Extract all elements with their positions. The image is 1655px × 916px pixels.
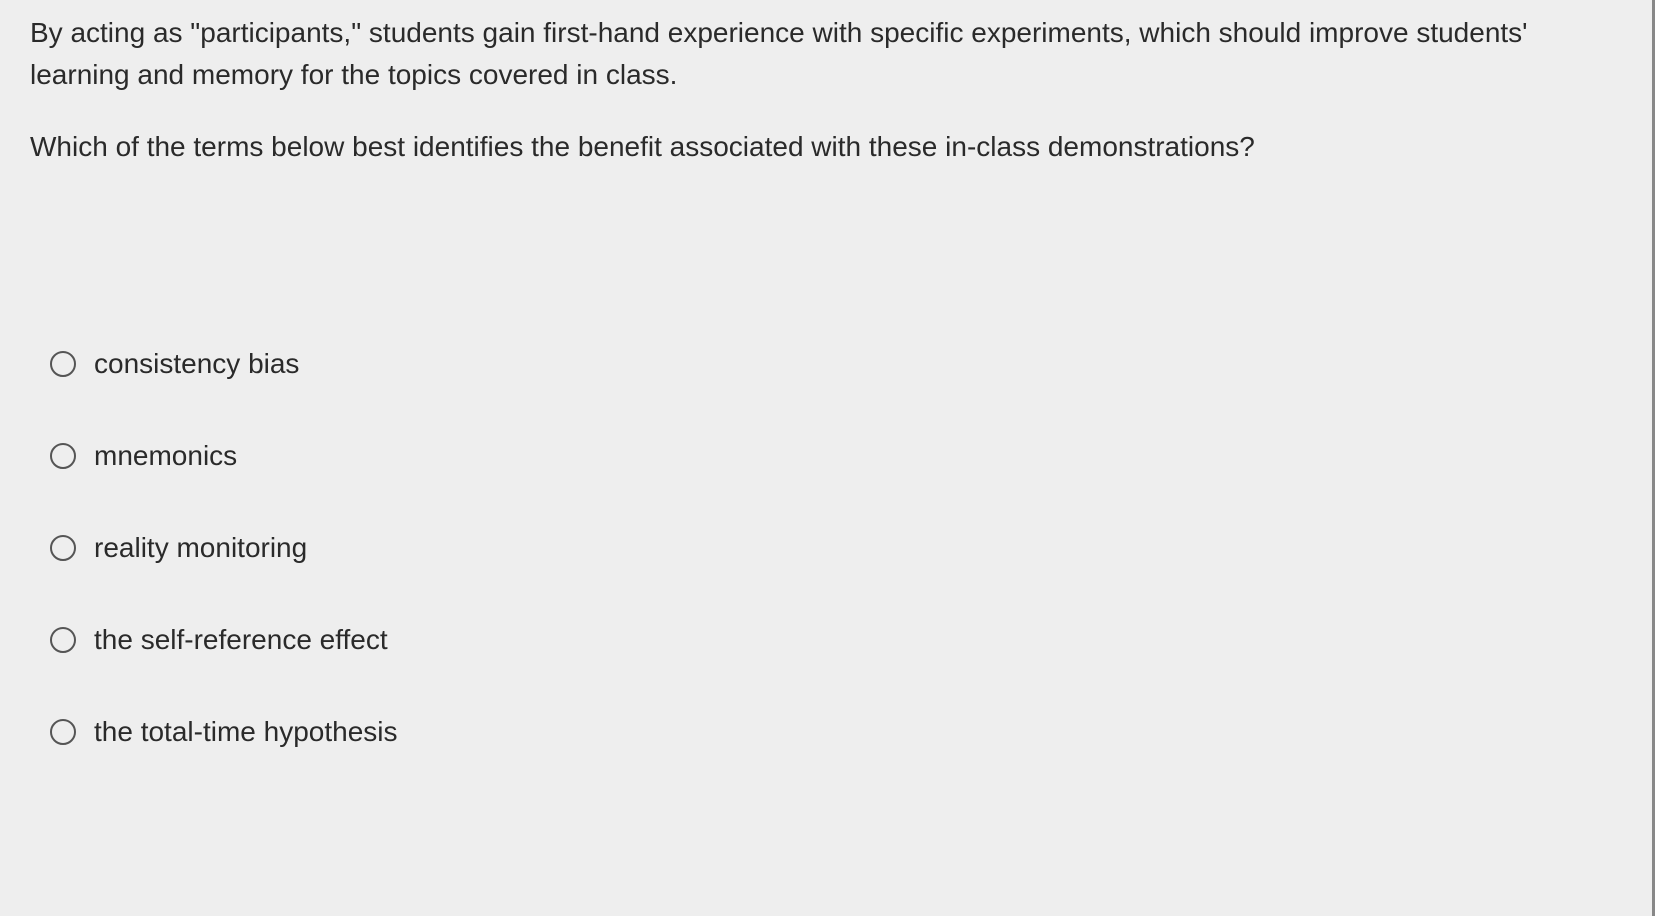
- option-label: the self-reference effect: [94, 624, 388, 656]
- option-self-reference-effect[interactable]: the self-reference effect: [50, 624, 1622, 656]
- question-context: By acting as "participants," students ga…: [30, 12, 1622, 96]
- option-label: consistency bias: [94, 348, 299, 380]
- option-reality-monitoring[interactable]: reality monitoring: [50, 532, 1622, 564]
- radio-icon: [50, 535, 76, 561]
- radio-icon: [50, 719, 76, 745]
- options-list: consistency bias mnemonics reality monit…: [30, 348, 1622, 748]
- option-label: reality monitoring: [94, 532, 307, 564]
- radio-icon: [50, 443, 76, 469]
- radio-icon: [50, 627, 76, 653]
- question-prompt: Which of the terms below best identifies…: [30, 126, 1622, 168]
- option-consistency-bias[interactable]: consistency bias: [50, 348, 1622, 380]
- option-label: the total-time hypothesis: [94, 716, 398, 748]
- option-total-time-hypothesis[interactable]: the total-time hypothesis: [50, 716, 1622, 748]
- option-label: mnemonics: [94, 440, 237, 472]
- question-container: By acting as "participants," students ga…: [0, 0, 1655, 916]
- radio-icon: [50, 351, 76, 377]
- option-mnemonics[interactable]: mnemonics: [50, 440, 1622, 472]
